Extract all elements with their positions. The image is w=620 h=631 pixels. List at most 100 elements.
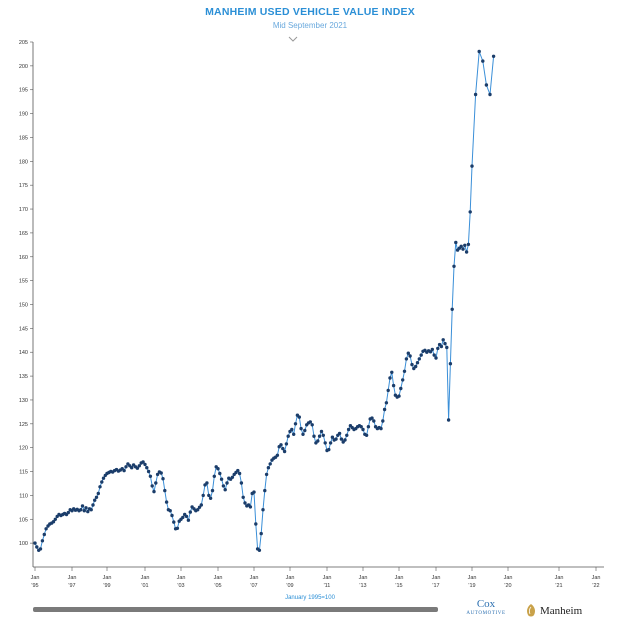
data-point	[212, 474, 216, 478]
data-point	[257, 548, 262, 552]
data-point	[281, 446, 285, 451]
data-point	[386, 388, 390, 393]
data-point	[170, 513, 174, 518]
data-point	[343, 438, 347, 442]
horizontal-scrollbar[interactable]	[33, 607, 438, 612]
data-point	[100, 480, 104, 484]
data-point	[197, 505, 202, 509]
data-point	[414, 364, 418, 369]
x-tick-label: Jan	[395, 575, 404, 581]
data-point	[236, 468, 240, 473]
x-tick-label: Jan	[504, 575, 513, 581]
x-tick-label: Jan	[323, 575, 332, 581]
data-point	[382, 407, 387, 412]
y-tick-label: 120	[19, 446, 28, 452]
data-point	[312, 434, 316, 438]
data-point	[163, 488, 167, 493]
y-tick-label: 145	[19, 326, 28, 332]
data-point	[439, 344, 444, 349]
x-tick-label: '17	[432, 583, 439, 589]
y-tick-label: 195	[19, 88, 28, 94]
data-point	[38, 547, 43, 551]
data-point	[279, 443, 283, 447]
data-point	[239, 481, 244, 485]
y-tick-label: 170	[19, 207, 28, 213]
data-point	[155, 472, 160, 477]
data-point	[225, 481, 229, 485]
data-point	[401, 378, 405, 382]
data-point	[241, 495, 245, 499]
x-tick-label: Jan	[468, 575, 477, 581]
data-point	[53, 517, 57, 521]
data-point	[477, 49, 481, 54]
data-point	[154, 481, 158, 485]
x-tick-label: '01	[141, 583, 148, 589]
x-tick-label: Jan	[286, 575, 295, 581]
data-point	[399, 386, 403, 391]
x-tick-label: '22	[592, 583, 599, 589]
x-tick-label: Jan	[103, 575, 112, 581]
data-point	[207, 493, 211, 498]
y-tick-label: 165	[19, 231, 28, 237]
data-point	[346, 427, 351, 432]
y-tick-label: 175	[19, 183, 28, 189]
chart-subtitle: Mid September 2021	[272, 21, 348, 30]
x-tick-label: Jan	[432, 575, 441, 581]
manheim-logo-text: Manheim	[540, 605, 583, 617]
data-point	[299, 426, 303, 431]
chevron-down-icon[interactable]	[288, 36, 298, 42]
x-tick-label: Jan	[68, 575, 77, 581]
y-tick-label: 150	[19, 303, 28, 309]
data-point	[148, 474, 153, 478]
data-point	[230, 475, 235, 479]
data-point	[152, 489, 156, 494]
data-point	[430, 347, 434, 352]
data-point	[284, 442, 289, 446]
data-point	[419, 353, 423, 357]
data-point	[124, 465, 128, 469]
data-point	[397, 394, 401, 398]
cox-automotive-logo: Cox AUTOMOTIVE	[456, 598, 516, 618]
data-point	[408, 354, 412, 358]
data-point	[266, 466, 271, 470]
data-point	[86, 509, 90, 514]
data-point	[473, 92, 478, 97]
y-tick-label: 105	[19, 517, 28, 523]
data-point	[454, 240, 458, 245]
x-tick-label: Jan	[31, 575, 40, 581]
x-tick-label: Jan	[250, 575, 259, 581]
data-point	[359, 425, 363, 429]
data-point	[282, 449, 287, 454]
data-point	[141, 460, 145, 464]
x-tick-label: '09	[286, 583, 293, 589]
data-point	[417, 357, 421, 361]
data-point	[254, 522, 258, 526]
data-point	[35, 545, 39, 549]
data-point	[297, 415, 301, 419]
data-point	[51, 520, 56, 524]
data-point	[379, 426, 383, 431]
data-point	[146, 469, 151, 474]
manheim-logo: Manheim	[524, 603, 582, 619]
data-point	[415, 361, 420, 365]
cox-logo-text: Cox	[476, 598, 496, 610]
data-point	[404, 357, 409, 361]
x-tick-label: Jan	[555, 575, 564, 581]
data-point	[40, 539, 45, 543]
data-point	[432, 353, 436, 357]
data-point	[218, 471, 222, 476]
data-point	[321, 433, 325, 437]
data-point	[159, 471, 163, 475]
y-tick-label: 180	[19, 159, 28, 165]
data-point	[66, 510, 71, 515]
data-point	[293, 422, 298, 426]
y-tick-label: 155	[19, 279, 28, 285]
data-point	[93, 498, 97, 502]
data-point	[292, 432, 296, 436]
data-point	[450, 307, 454, 311]
data-point	[188, 510, 192, 514]
x-tick-label: '21	[555, 583, 562, 589]
data-point	[143, 462, 147, 467]
data-point	[452, 264, 456, 268]
